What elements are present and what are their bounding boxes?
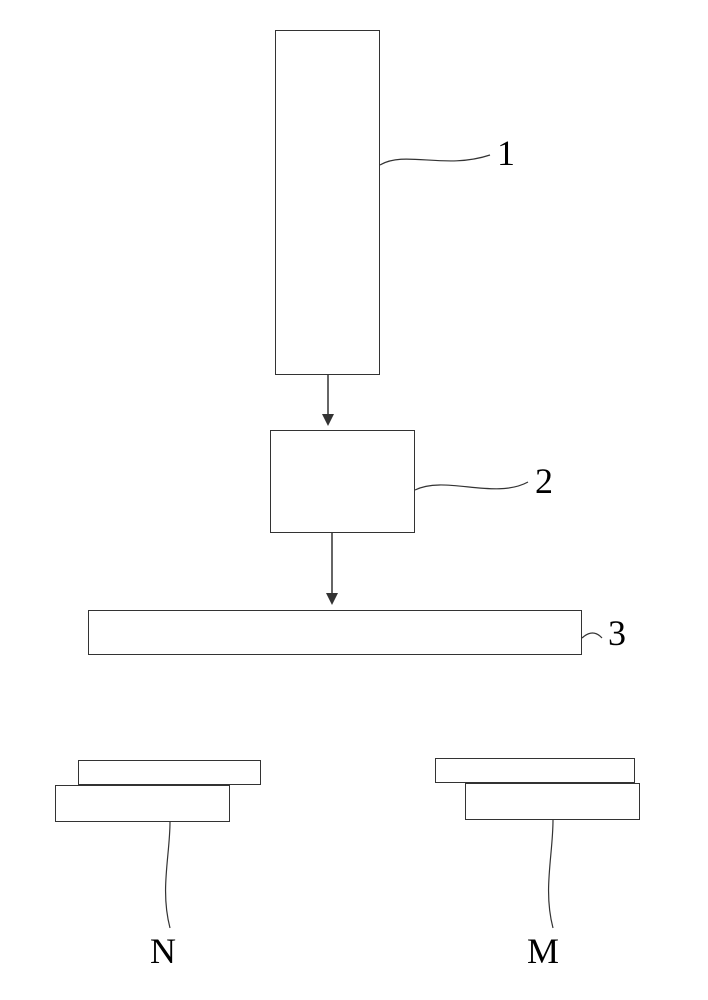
leader-3 — [582, 633, 602, 638]
leader-1 — [380, 155, 490, 165]
label-n: N — [150, 930, 176, 972]
leader-n — [166, 822, 170, 928]
leader-m — [549, 820, 553, 928]
label-1: 1 — [497, 132, 515, 174]
leader-2 — [415, 482, 528, 490]
label-2: 2 — [535, 460, 553, 502]
label-m: M — [527, 930, 559, 972]
label-3: 3 — [608, 612, 626, 654]
arrows — [0, 0, 708, 1000]
